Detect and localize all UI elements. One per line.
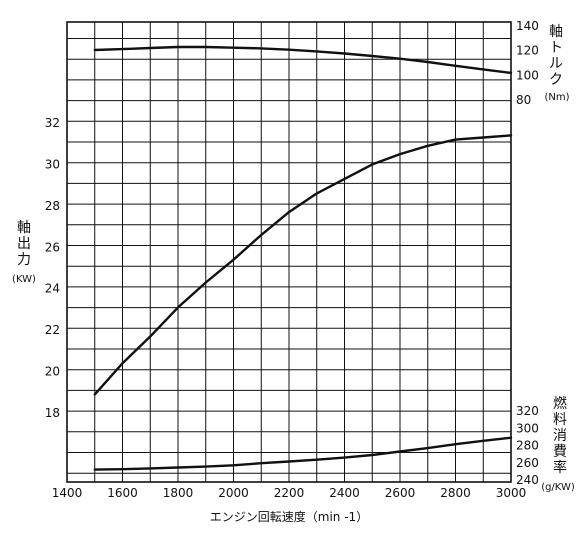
x-tick-label: 1400 (52, 486, 83, 500)
x-tick-label: 1800 (163, 486, 194, 500)
fuel-tick-label: 240 (516, 473, 539, 487)
power-tick-label: 18 (45, 406, 60, 420)
power-tick-label: 32 (45, 116, 60, 130)
torque-tick-label: 140 (516, 19, 539, 33)
fuel-tick-label: 260 (516, 456, 539, 470)
x-tick-label: 2600 (385, 486, 416, 500)
power-tick-label: 20 (45, 365, 60, 379)
torque-axis-label: 軸トルク (549, 24, 563, 88)
power-axis-unit: (KW) (12, 274, 36, 285)
torque-tick-label: 80 (516, 93, 531, 107)
plot-frame (66, 21, 512, 483)
x-tick-label: 2400 (329, 486, 360, 500)
fuel-tick-label: 280 (516, 439, 539, 453)
torque-curve (93, 45, 513, 75)
power-axis-title: 軸出力 (KW) (12, 220, 36, 285)
x-tick-label: 2800 (440, 486, 471, 500)
fuel-axis-unit: (g/KW) (541, 482, 575, 493)
fuel-axis-title: 燃料消費率 (g/KW) (541, 395, 575, 493)
torque-axis-unit: (Nm) (544, 92, 569, 103)
torque-tick-label: 100 (516, 68, 539, 82)
power-tick-label: 22 (45, 323, 60, 337)
x-axis-label: エンジン回転速度（min -1） (210, 509, 368, 524)
power-curve (93, 134, 513, 396)
power-tick-label: 28 (45, 199, 60, 213)
fuel-tick-label: 300 (516, 421, 539, 435)
power-tick-label: 24 (45, 282, 60, 296)
power-axis-label: 軸出力 (17, 220, 31, 268)
x-tick-label: 2000 (218, 486, 249, 500)
power-tick-label: 30 (45, 157, 60, 171)
power-tick-label: 26 (45, 240, 60, 254)
x-tick-label: 3000 (496, 486, 527, 500)
curves (93, 45, 513, 471)
tick-labels: 1400 1600 1800 2000 2200 2400 2600 2800 3000 18 20… (45, 19, 539, 500)
torque-axis-title: 軸トルク (Nm) (544, 24, 569, 103)
grid-lines (67, 22, 511, 482)
x-tick-label: 1600 (107, 486, 138, 500)
fuel-axis-label: 燃料消費率 (553, 395, 567, 476)
fuel-curve (93, 436, 513, 471)
x-tick-label: 2200 (274, 486, 305, 500)
torque-tick-label: 120 (516, 44, 539, 58)
fuel-tick-label: 320 (516, 404, 539, 418)
